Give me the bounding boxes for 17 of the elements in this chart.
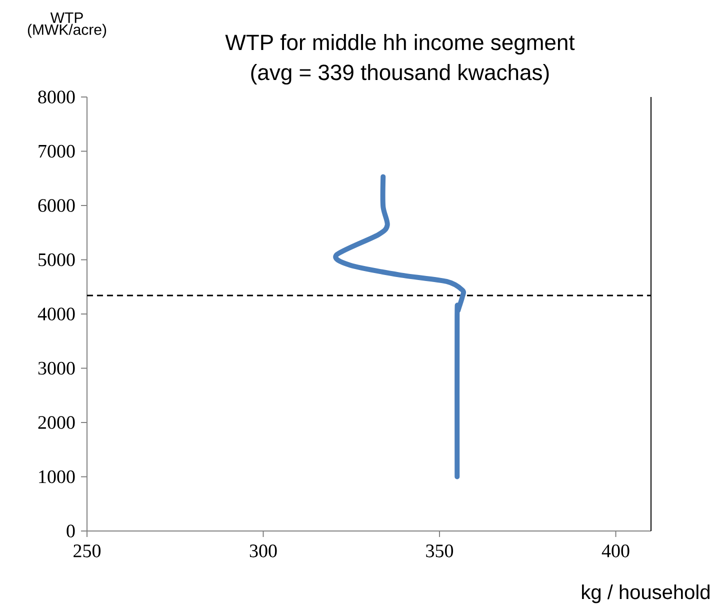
x-tick-label: 300: [250, 544, 277, 558]
x-tick-label: 350: [426, 544, 454, 558]
x-tick-label: 250: [74, 544, 101, 558]
x-axis-title: kg / household: [582, 584, 710, 604]
y-axis-title: WTP (MWK/acre): [28, 12, 106, 38]
chart-subtitle: (avg = 339 thousand kwachas): [251, 64, 549, 85]
y-tick-label: 4000: [38, 308, 75, 320]
y-tick-label: 3000: [38, 362, 75, 375]
chart-title: WTP for middle hh income segment: [225, 34, 575, 55]
y-tick-label: 0: [66, 524, 75, 538]
y-tick-label: 1000: [39, 470, 75, 484]
x-tick-label: 400: [602, 544, 630, 558]
y-tick-label: 5000: [38, 253, 75, 266]
y-tick-label: 6000: [38, 199, 75, 212]
y-tick-label: 8000: [38, 90, 75, 104]
y-tick-label: 2000: [38, 416, 75, 429]
y-tick-label: 7000: [38, 144, 75, 158]
